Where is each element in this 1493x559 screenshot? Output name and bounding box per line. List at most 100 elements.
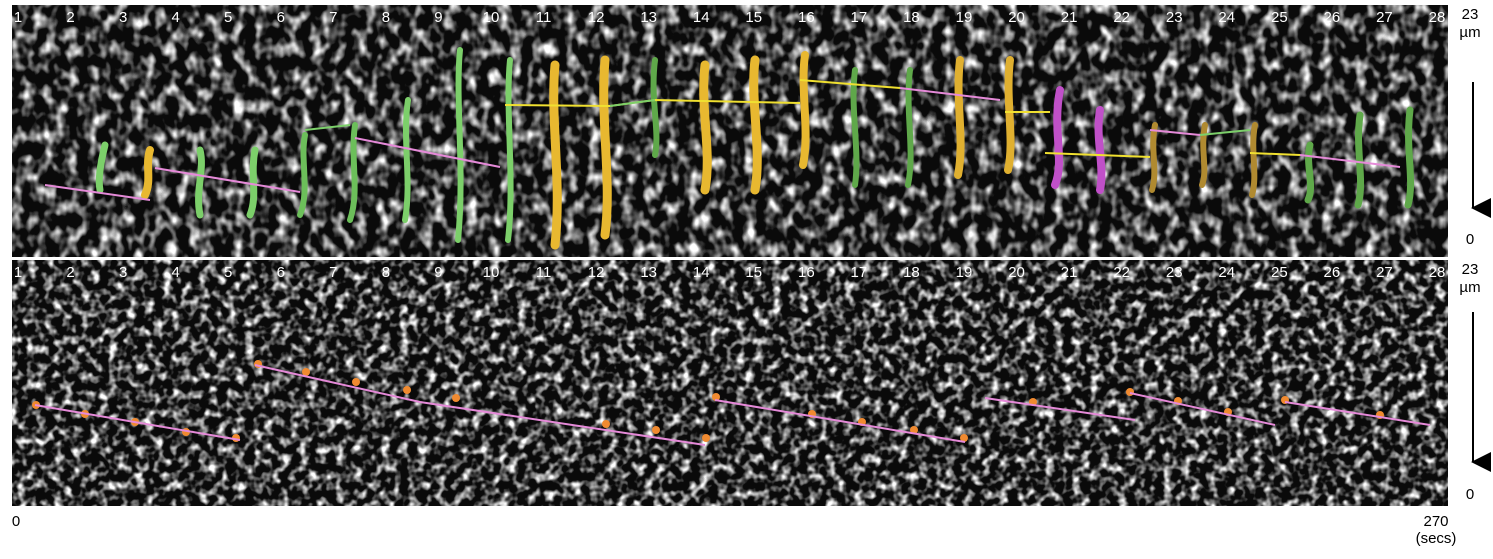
green-object (455, 47, 464, 243)
track-line (1199, 129, 1251, 136)
scale-top: 23 (1462, 261, 1479, 278)
frame-label: 9 (434, 9, 442, 26)
frame-label: 4 (171, 9, 179, 26)
frame-label: 19 (956, 9, 973, 26)
frame-label: 16 (798, 264, 815, 281)
time-unit: (secs) (1416, 530, 1457, 547)
frame-label: 1 (14, 264, 22, 281)
top-panel (12, 5, 1448, 257)
green-object (505, 57, 514, 243)
green-object (195, 146, 205, 219)
frame-label: 22 (1113, 9, 1130, 26)
frame-label: 4 (171, 264, 179, 281)
track-line (254, 364, 706, 446)
frame-label: 25 (1271, 9, 1288, 26)
track-line (799, 79, 901, 89)
track-line (34, 404, 241, 441)
scale-bottom: 0 (1466, 231, 1474, 248)
frame-label: 25 (1271, 264, 1288, 281)
frame-label: 9 (434, 264, 442, 281)
yellow-object (1199, 122, 1208, 188)
frame-label: 15 (745, 264, 762, 281)
frame-label: 24 (1218, 9, 1235, 26)
frame-label: 8 (382, 9, 390, 26)
frame-label: 18 (903, 9, 920, 26)
frame-label: 28 (1429, 9, 1446, 26)
track-line (1044, 152, 1151, 158)
frame-label: 10 (483, 9, 500, 26)
frame-label: 21 (1061, 9, 1078, 26)
track-line (44, 184, 151, 201)
spot (1126, 388, 1134, 396)
frame-label: 21 (1061, 264, 1078, 281)
frame-label: 11 (536, 264, 552, 281)
bottom-panel (12, 260, 1448, 506)
frame-label: 17 (851, 9, 868, 26)
green-object (95, 141, 109, 194)
frame-label: 27 (1376, 9, 1393, 26)
frame-label: 24 (1218, 264, 1235, 281)
green-object (650, 57, 660, 158)
frame-label: 6 (277, 9, 285, 26)
frame-label: 14 (693, 9, 710, 26)
green-object (347, 122, 358, 223)
frame-label: 3 (119, 9, 127, 26)
yellow-object (599, 55, 612, 240)
spot (602, 420, 610, 428)
spot (403, 386, 411, 394)
spot (302, 368, 310, 376)
green-object (1404, 106, 1415, 209)
track-line (609, 99, 656, 107)
image-texture (12, 260, 1448, 506)
frame-label: 12 (588, 9, 605, 26)
yellow-object (141, 146, 154, 199)
yellow-object (699, 60, 712, 195)
track-lines (34, 364, 1431, 446)
frame-label: 23 (1166, 264, 1183, 281)
track-line (1149, 129, 1201, 136)
frame-label: 26 (1324, 264, 1341, 281)
tracked-objects (95, 47, 1415, 250)
yellow-object (954, 56, 965, 179)
track-line (1299, 154, 1401, 168)
track-line (154, 167, 301, 193)
scale-top: 23 (1462, 6, 1479, 23)
yellow-object (799, 51, 810, 169)
frame-label: 20 (1008, 264, 1025, 281)
magenta-object (1051, 86, 1064, 189)
frame-label: 13 (640, 9, 657, 26)
frame-label: 23 (1166, 9, 1183, 26)
green-object (905, 67, 914, 188)
magenta-object (1094, 106, 1106, 194)
frame-label: 18 (903, 264, 920, 281)
frame-label: 27 (1376, 264, 1393, 281)
frame-label: 22 (1113, 264, 1130, 281)
spot (960, 434, 968, 442)
frame-label: 15 (745, 9, 762, 26)
green-object (297, 132, 308, 218)
frame-label: 19 (956, 264, 973, 281)
spot (910, 426, 918, 434)
frame-label: 3 (119, 264, 127, 281)
green-object (246, 146, 259, 219)
time-start: 0 (12, 513, 20, 530)
frame-label: 5 (224, 9, 232, 26)
yellow-object (1149, 122, 1158, 193)
yellow-object (1249, 122, 1258, 198)
frame-label: 6 (277, 264, 285, 281)
green-object (1354, 111, 1365, 209)
scale-unit: µm (1459, 279, 1480, 296)
yellow-object (1004, 56, 1015, 174)
track-line (1284, 401, 1431, 426)
track-line (714, 399, 966, 443)
frame-label: 16 (798, 9, 815, 26)
spot (452, 394, 460, 402)
spot (702, 434, 710, 442)
frame-label: 10 (483, 264, 500, 281)
yellow-object (749, 55, 762, 195)
frame-label: 7 (329, 264, 337, 281)
scale-bottom: 0 (1466, 486, 1474, 503)
track-lines (44, 79, 1401, 201)
frame-label: 5 (224, 264, 232, 281)
track-line (1249, 152, 1301, 156)
